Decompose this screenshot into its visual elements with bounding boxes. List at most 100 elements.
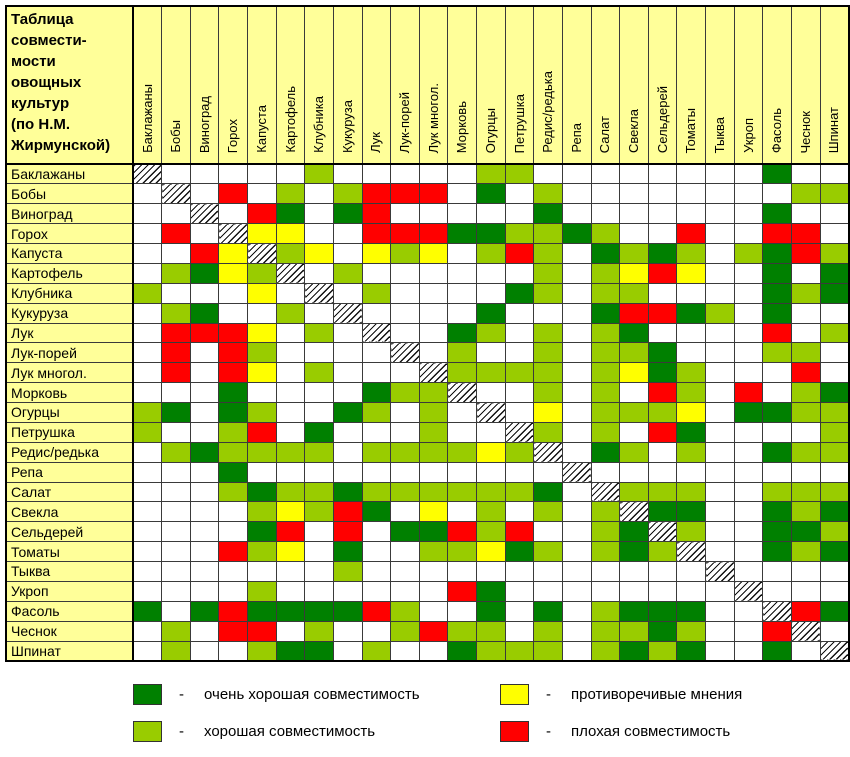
- matrix-cell: [476, 421, 506, 443]
- matrix-cell: [561, 541, 592, 562]
- matrix-cell: [476, 620, 506, 642]
- matrix-cell: [790, 561, 821, 582]
- matrix-cell: [189, 402, 220, 423]
- matrix-cell: [390, 561, 420, 582]
- matrix-cell: [762, 580, 792, 602]
- column-header-label: Лук многол.: [425, 82, 441, 153]
- matrix-cell: [561, 421, 592, 443]
- matrix-cell: [762, 541, 792, 562]
- matrix-cell: [161, 203, 191, 225]
- matrix-cell: [390, 600, 420, 622]
- matrix-cell: [619, 382, 649, 403]
- matrix-cell: [676, 362, 706, 384]
- matrix-cell: [218, 382, 248, 403]
- matrix-cell: [619, 362, 649, 384]
- matrix-cell: [390, 302, 420, 324]
- matrix-cell: [390, 421, 420, 443]
- matrix-cell: [447, 282, 477, 304]
- matrix-cell: [418, 203, 449, 225]
- matrix-cell: [504, 521, 535, 543]
- matrix-cell: [504, 223, 535, 244]
- matrix-cell: [819, 262, 850, 284]
- matrix-cell: [504, 302, 535, 324]
- matrix-cell: [590, 600, 621, 622]
- matrix-cell: [647, 620, 678, 642]
- matrix-cell: [332, 600, 363, 622]
- matrix-cell: [561, 640, 592, 662]
- matrix-cell: [790, 580, 821, 602]
- matrix-cell-self: [447, 382, 477, 403]
- matrix-cell: [447, 461, 477, 483]
- matrix-cell: [790, 282, 821, 304]
- matrix-cell: [218, 183, 248, 205]
- matrix-cell: [790, 481, 821, 503]
- matrix-cell: [275, 382, 306, 403]
- matrix-cell: [161, 501, 191, 523]
- matrix-cell: [647, 243, 678, 264]
- matrix-cell: [161, 600, 191, 622]
- matrix-cell: [332, 362, 363, 384]
- matrix-cell: [161, 640, 191, 662]
- column-header: Шпинат: [819, 5, 850, 165]
- matrix-cell: [275, 461, 306, 483]
- matrix-cell: [447, 183, 477, 205]
- matrix-cell: [504, 561, 535, 582]
- matrix-cell: [161, 223, 191, 244]
- matrix-cell-self: [390, 342, 420, 364]
- matrix-cell: [476, 183, 506, 205]
- matrix-cell: [790, 223, 821, 244]
- matrix-cell: [161, 322, 191, 344]
- matrix-cell: [705, 282, 735, 304]
- matrix-cell: [790, 421, 821, 443]
- matrix-cell: [762, 302, 792, 324]
- matrix-cell: [390, 183, 420, 205]
- matrix-cell: [275, 640, 306, 662]
- matrix-cell: [361, 580, 392, 602]
- row-header: Лук многол.: [5, 362, 134, 384]
- legend-swatch: [500, 683, 529, 705]
- matrix-cell: [247, 402, 277, 423]
- matrix-cell: [533, 262, 563, 284]
- matrix-cell: [705, 322, 735, 344]
- matrix-cell: [218, 461, 248, 483]
- matrix-cell: [533, 163, 563, 185]
- matrix-cell: [647, 163, 678, 185]
- matrix-cell: [705, 382, 735, 403]
- column-header-label: Огурцы: [482, 107, 498, 153]
- matrix-cell: [533, 600, 563, 622]
- matrix-cell: [561, 501, 592, 523]
- matrix-cell: [361, 441, 392, 463]
- matrix-cell: [819, 501, 850, 523]
- matrix-cell: [247, 282, 277, 304]
- matrix-cell: [390, 382, 420, 403]
- matrix-cell: [304, 561, 334, 582]
- matrix-cell: [590, 441, 621, 463]
- matrix-cell: [304, 441, 334, 463]
- matrix-cell: [447, 402, 477, 423]
- matrix-cell: [504, 481, 535, 503]
- matrix-cell: [504, 342, 535, 364]
- column-header-label: Морковь: [454, 100, 470, 153]
- matrix-cell: [332, 223, 363, 244]
- matrix-cell: [561, 580, 592, 602]
- matrix-cell: [361, 620, 392, 642]
- matrix-cell: [590, 183, 621, 205]
- matrix-cell: [619, 421, 649, 443]
- matrix-cell: [819, 402, 850, 423]
- matrix-cell: [275, 501, 306, 523]
- matrix-row: Клубника: [5, 282, 850, 304]
- matrix-cell: [447, 223, 477, 244]
- column-header-label: Лук-порей: [397, 91, 413, 153]
- column-header: Фасоль: [762, 5, 792, 165]
- matrix-cell: [533, 362, 563, 384]
- matrix-cell: [161, 541, 191, 562]
- matrix-cell: [132, 580, 163, 602]
- matrix-row: Салат: [5, 481, 850, 503]
- matrix-cell: [218, 421, 248, 443]
- matrix-row: Баклажаны: [5, 163, 850, 185]
- matrix-cell: [447, 481, 477, 503]
- matrix-cell: [790, 640, 821, 662]
- matrix-cell: [476, 461, 506, 483]
- matrix-cell: [733, 342, 764, 364]
- matrix-cell: [762, 322, 792, 344]
